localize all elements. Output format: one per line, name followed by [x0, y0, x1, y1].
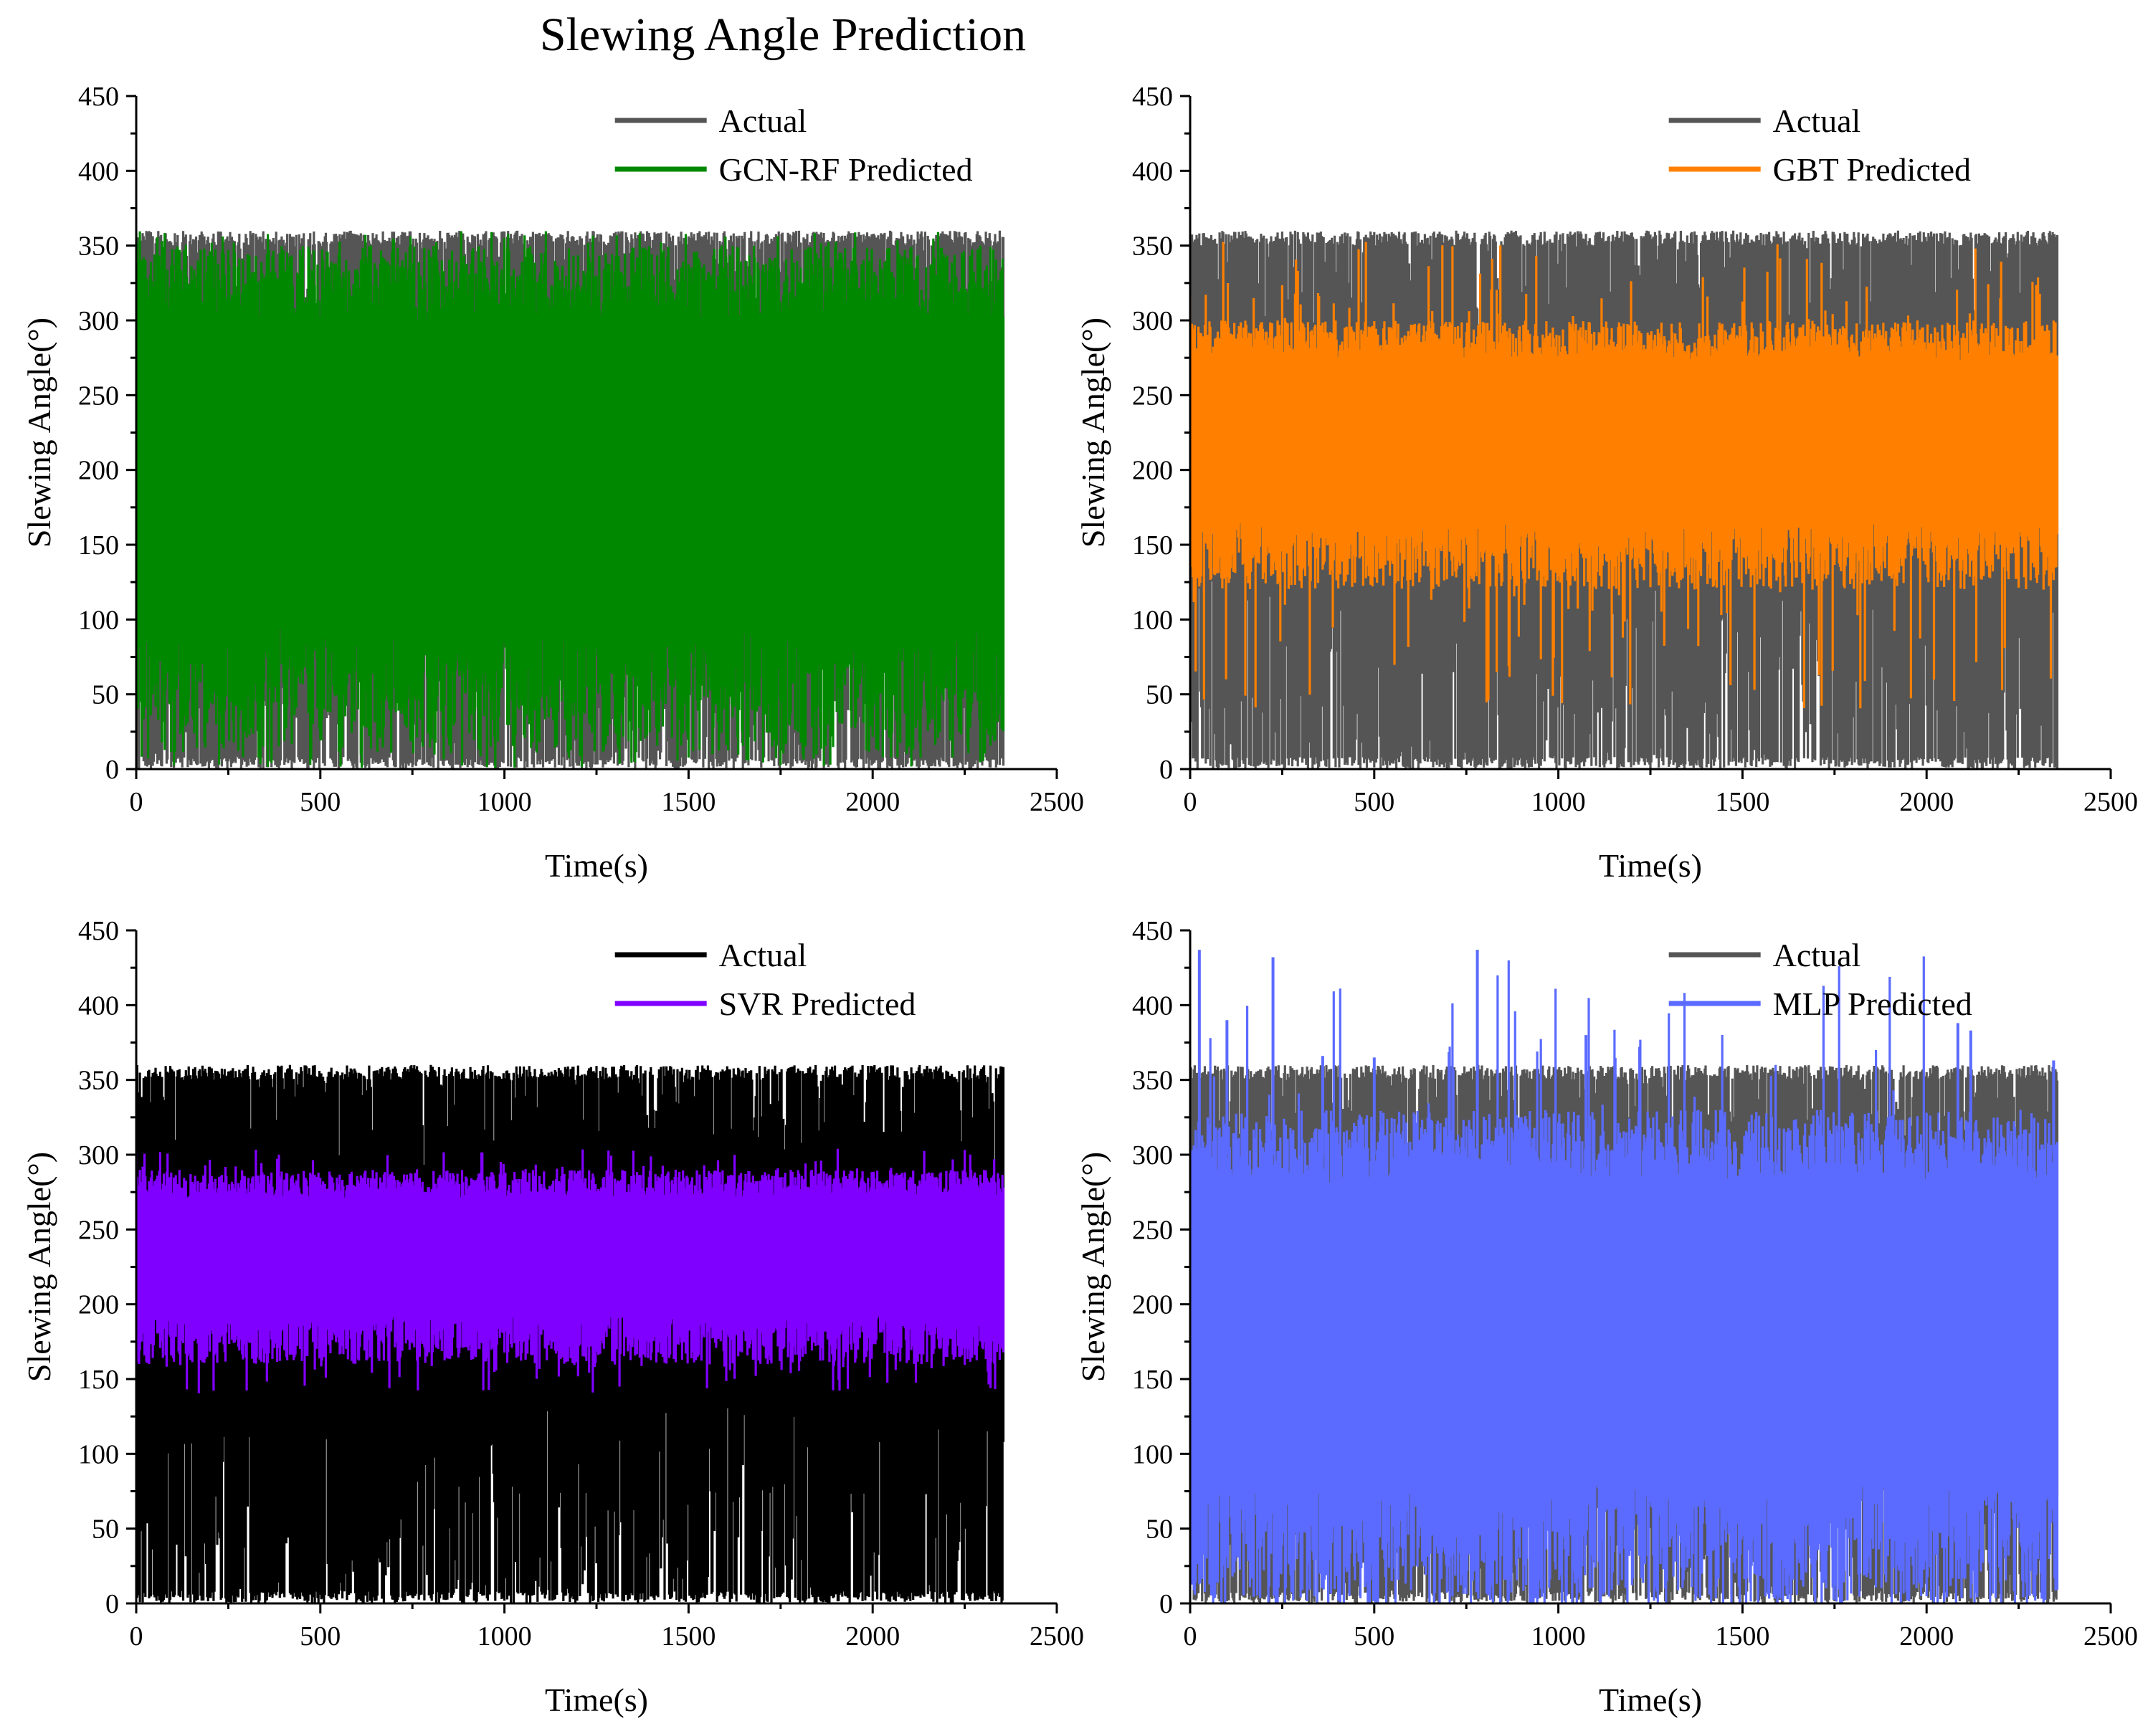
legend-label: Actual: [1773, 102, 1861, 139]
legend-label: Actual: [719, 937, 807, 973]
y-tick-label: 50: [92, 680, 119, 710]
y-axis-label: Slewing Angle(°): [1075, 318, 1111, 548]
y-tick-label: 250: [78, 381, 119, 411]
x-tick-label: 2000: [1899, 787, 1954, 817]
y-tick-label: 150: [78, 530, 119, 561]
y-tick-label: 50: [92, 1515, 119, 1545]
y-tick-label: 100: [1132, 605, 1173, 635]
y-tick-label: 50: [1146, 680, 1173, 710]
y-tick-label: 100: [78, 605, 119, 635]
x-tick-label: 1500: [661, 787, 716, 817]
plot-area: [1190, 950, 2059, 1603]
x-tick-label: 1500: [1715, 787, 1769, 817]
y-tick-label: 0: [105, 755, 119, 785]
y-tick-label: 250: [1132, 381, 1173, 411]
x-tick-label: 2500: [1030, 1621, 1084, 1651]
y-tick-label: 300: [78, 306, 119, 336]
y-tick-label: 0: [1159, 1589, 1173, 1619]
y-tick-label: 450: [78, 916, 119, 946]
y-tick-label: 150: [78, 1365, 119, 1395]
series-svr-predicted: [136, 1148, 1005, 1393]
x-tick-label: 2500: [2083, 1621, 2138, 1651]
chart-panel-3: 0 50 100 150 200 250 300 350 400 450 0 500 1000 1500 2…: [21, 916, 1084, 1718]
y-tick-label: 350: [78, 232, 119, 262]
y-tick-label: 400: [78, 156, 119, 186]
x-tick-label: 2000: [845, 787, 900, 817]
y-tick-label: 450: [1132, 916, 1173, 946]
legend-label: GBT Predicted: [1773, 151, 1971, 188]
x-tick-label: 2500: [1030, 787, 1084, 817]
legend: Actual SVR Predicted: [614, 937, 916, 1022]
y-tick-label: 400: [1132, 991, 1173, 1021]
legend-label: SVR Predicted: [719, 986, 916, 1022]
plot-area: [136, 1064, 1005, 1603]
x-tick-label: 500: [300, 1621, 341, 1651]
chart-panel-1: 0 50 100 150 200 250 300 350 400 450 0 500 1000 1500 2…: [21, 82, 1084, 884]
series-gcn-rf-predicted: [136, 231, 1005, 769]
y-tick-label: 200: [1132, 456, 1173, 486]
x-axis-label: Time(s): [545, 1682, 648, 1718]
y-tick-label: 350: [1132, 232, 1173, 262]
y-axis-label: Slewing Angle(°): [21, 1152, 57, 1382]
series-gbt-predicted: [1190, 242, 2059, 709]
y-tick-label: 450: [78, 82, 119, 112]
series-mlp-predicted: [1190, 956, 2059, 1603]
y-tick-label: 150: [1132, 530, 1173, 561]
chart-panel-2: 0 50 100 150 200 250 300 350 400 450 0 500 1000 1500 2…: [1075, 82, 2138, 884]
legend: Actual GCN-RF Predicted: [614, 102, 973, 188]
y-tick-label: 300: [1132, 1140, 1173, 1170]
x-tick-label: 2000: [845, 1621, 900, 1651]
x-tick-label: 0: [130, 787, 143, 817]
y-tick-label: 150: [1132, 1365, 1173, 1395]
x-tick-label: 1000: [1531, 1621, 1586, 1651]
y-tick-label: 450: [1132, 82, 1173, 112]
legend-label: Actual: [719, 102, 807, 139]
legend: Actual GBT Predicted: [1668, 102, 1971, 188]
x-tick-label: 0: [1184, 787, 1197, 817]
y-axis-label: Slewing Angle(°): [21, 318, 57, 548]
y-tick-label: 100: [78, 1439, 119, 1469]
legend-label: GCN-RF Predicted: [719, 151, 973, 188]
y-tick-label: 250: [1132, 1215, 1173, 1245]
x-tick-label: 1500: [1715, 1621, 1769, 1651]
y-tick-label: 300: [78, 1140, 119, 1170]
x-axis-label: Time(s): [1599, 1682, 1702, 1718]
x-tick-label: 0: [130, 1621, 143, 1651]
x-tick-label: 500: [1354, 1621, 1394, 1651]
legend-label: MLP Predicted: [1773, 986, 1972, 1022]
x-tick-label: 2000: [1899, 1621, 1954, 1651]
x-tick-label: 1000: [477, 1621, 532, 1651]
y-tick-label: 200: [78, 456, 119, 486]
y-tick-label: 200: [1132, 1290, 1173, 1320]
figure-title: Slewing Angle Prediction: [540, 9, 1026, 61]
x-tick-label: 500: [300, 787, 341, 817]
x-tick-label: 500: [1354, 787, 1394, 817]
x-tick-label: 0: [1184, 1621, 1197, 1651]
x-axis-label: Time(s): [1599, 847, 1702, 884]
y-tick-label: 0: [105, 1589, 119, 1619]
chart-panel-4: 0 50 100 150 200 250 300 350 400 450 0 500 1000 1500 2…: [1075, 916, 2138, 1718]
y-tick-label: 250: [78, 1215, 119, 1245]
plot-area: [136, 230, 1005, 769]
plot-area: [1190, 230, 2059, 769]
y-axis-label: Slewing Angle(°): [1075, 1152, 1111, 1382]
x-tick-label: 1000: [1531, 787, 1586, 817]
y-tick-label: 50: [1146, 1515, 1173, 1545]
y-tick-label: 0: [1159, 755, 1173, 785]
y-tick-label: 100: [1132, 1439, 1173, 1469]
y-tick-label: 400: [1132, 156, 1173, 186]
x-tick-label: 1000: [477, 787, 532, 817]
x-tick-label: 1500: [661, 1621, 716, 1651]
legend: Actual MLP Predicted: [1668, 937, 1972, 1022]
y-tick-label: 200: [78, 1290, 119, 1320]
x-tick-label: 2500: [2083, 787, 2138, 817]
y-tick-label: 400: [78, 991, 119, 1021]
y-tick-label: 350: [78, 1066, 119, 1096]
y-tick-label: 300: [1132, 306, 1173, 336]
legend-label: Actual: [1773, 937, 1861, 973]
x-axis-label: Time(s): [545, 847, 648, 884]
y-tick-label: 350: [1132, 1066, 1173, 1096]
